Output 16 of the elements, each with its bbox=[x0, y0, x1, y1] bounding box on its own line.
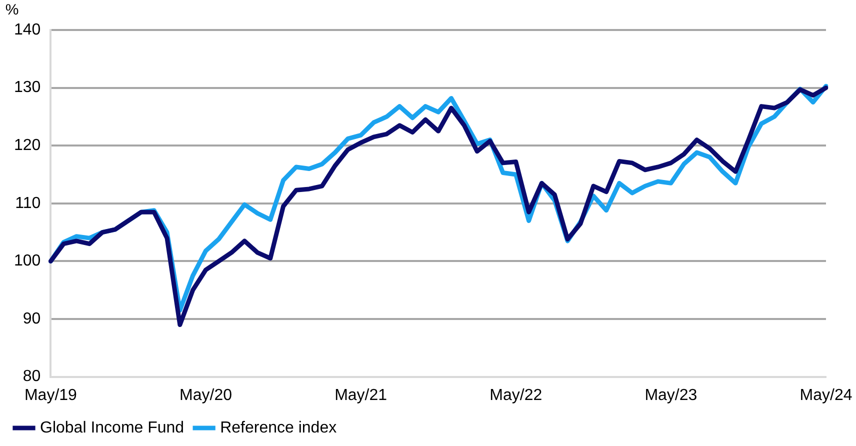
y-axis-title: % bbox=[5, 2, 19, 19]
y-tick-label: 100 bbox=[14, 252, 41, 270]
x-tick-label: May/20 bbox=[180, 386, 232, 404]
y-tick-label: 130 bbox=[14, 79, 41, 96]
x-tick-label: May/23 bbox=[644, 386, 698, 404]
y-tick-label: 80 bbox=[22, 368, 41, 386]
y-tick-label: 90 bbox=[22, 310, 41, 328]
y-tick-label: 140 bbox=[14, 21, 41, 38]
x-tick-label: May/22 bbox=[490, 386, 542, 404]
legend-label: Global Income Fund bbox=[40, 419, 184, 436]
x-tick-label: May/24 bbox=[800, 386, 852, 404]
y-tick-label: 120 bbox=[14, 137, 41, 154]
x-tick-label: May/19 bbox=[24, 386, 78, 404]
legend-label: Reference index bbox=[220, 419, 337, 436]
y-tick-label: 110 bbox=[15, 194, 41, 212]
x-tick-label: May/21 bbox=[334, 386, 388, 404]
